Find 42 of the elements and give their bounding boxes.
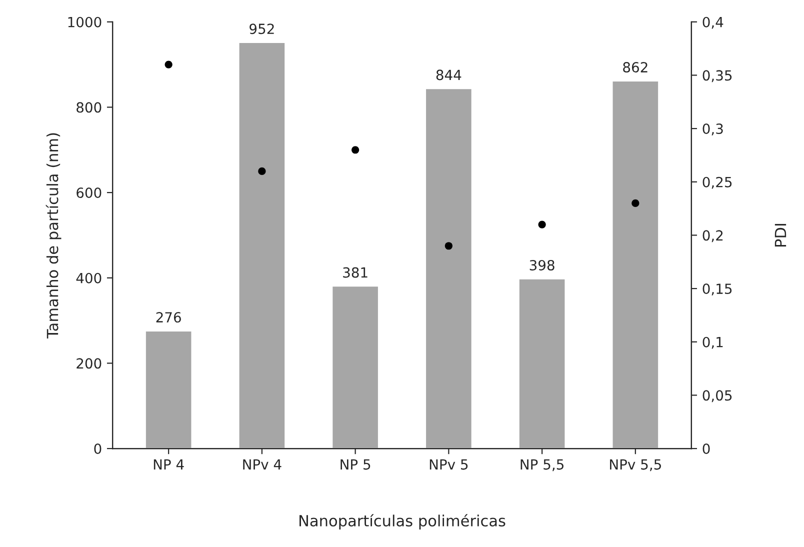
x-tick-label: NP 5 bbox=[340, 459, 370, 470]
data-label: 381 bbox=[343, 267, 368, 278]
bar bbox=[144, 330, 193, 449]
x-axis-title: Nanopartículas poliméricas bbox=[300, 514, 506, 530]
y2-axis-title: PDI bbox=[774, 224, 786, 246]
y-tick-label: 400 bbox=[76, 272, 102, 284]
y-axis-title: Tamanho de partícula (nm) bbox=[46, 133, 62, 339]
data-label: 276 bbox=[156, 312, 181, 323]
bar bbox=[518, 278, 566, 449]
y-tick-label: 200 bbox=[76, 358, 102, 369]
y2-tick-label: 0,05 bbox=[702, 390, 732, 402]
x-tick-label: NPv 5 bbox=[430, 459, 468, 470]
bar bbox=[424, 88, 473, 449]
point bbox=[352, 146, 360, 154]
x-tick-label: NPv 4 bbox=[243, 459, 282, 470]
data-label: 952 bbox=[250, 24, 274, 34]
point bbox=[258, 167, 266, 176]
data-label: 862 bbox=[623, 62, 648, 73]
y-tick-label: 600 bbox=[76, 188, 102, 198]
data-label: 844 bbox=[436, 70, 462, 80]
x-tick-label: NP 4 bbox=[154, 459, 184, 470]
y-tick-label: 0 bbox=[94, 444, 102, 454]
point bbox=[632, 199, 640, 208]
data-label: 398 bbox=[530, 260, 554, 270]
y2-tick-label: 0,35 bbox=[702, 70, 732, 82]
y2-tick-label: 0 bbox=[702, 444, 710, 454]
y2-tick-label: 0,15 bbox=[702, 284, 732, 296]
y2-tick-label: 0,4 bbox=[702, 16, 724, 29]
y2-tick-label: 0,2 bbox=[702, 230, 723, 242]
y-tick-label: 800 bbox=[76, 102, 102, 113]
point bbox=[164, 60, 172, 68]
y2-tick-label: 0,1 bbox=[702, 336, 723, 349]
y2-tick-label: 0,25 bbox=[702, 176, 732, 189]
y-tick-label: 1000 bbox=[68, 16, 102, 28]
bar bbox=[238, 42, 286, 449]
point bbox=[444, 242, 452, 250]
bar bbox=[331, 285, 380, 449]
x-tick-label: NP 5,5 bbox=[520, 459, 564, 472]
x-tick-label: NPv 5,5 bbox=[610, 459, 661, 472]
bar bbox=[611, 80, 660, 449]
y2-tick-label: 0,3 bbox=[702, 124, 723, 136]
point bbox=[538, 220, 546, 228]
